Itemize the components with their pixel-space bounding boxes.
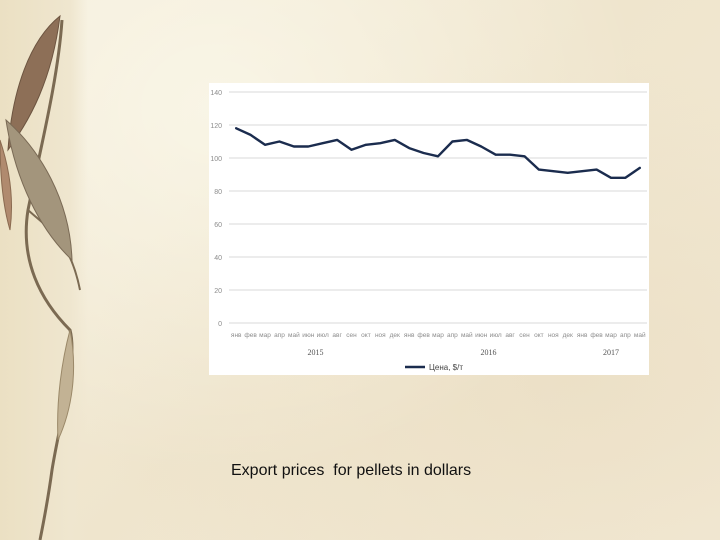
x-tick-label: фев: [590, 332, 603, 339]
slide-caption: Export prices for pellets in dollars: [231, 462, 472, 479]
data-point: [235, 127, 238, 130]
x-tick-label: авг: [505, 332, 515, 339]
x-tick-label: май: [288, 331, 300, 339]
leaf-left: [0, 139, 12, 231]
y-tick-label: 0: [218, 321, 222, 328]
data-point: [292, 145, 295, 148]
x-tick-label: мар: [259, 332, 271, 339]
branch-stem: [24, 19, 74, 540]
x-tick-label: апр: [274, 332, 285, 339]
data-point: [595, 168, 598, 171]
x-tick-label: июн: [475, 332, 488, 339]
data-point: [624, 176, 627, 179]
data-point: [278, 140, 281, 143]
data-point: [336, 138, 339, 141]
y-tick-label: 100: [210, 156, 222, 163]
data-point: [610, 176, 612, 179]
y-tick-label: 140: [210, 90, 222, 97]
x-tick-label: сен: [346, 332, 357, 339]
data-point: [581, 170, 584, 173]
x-tick-label: мар: [432, 332, 444, 339]
dried-leaves-decoration: [0, 14, 81, 540]
data-point: [537, 168, 540, 171]
leaf-middle: [5, 118, 73, 262]
x-tick-label: авг: [332, 332, 342, 339]
data-point: [523, 155, 526, 158]
data-point: [480, 145, 483, 148]
x-tick-label: июн: [302, 332, 315, 339]
year-label: 2015: [307, 348, 323, 357]
x-tick-label: янв: [404, 332, 415, 339]
x-tick-label: окт: [361, 332, 371, 339]
data-point: [451, 140, 454, 143]
data-point: [422, 152, 425, 154]
series-line: [235, 127, 641, 180]
x-tick-label: дек: [390, 332, 400, 339]
y-tick-label: 120: [210, 123, 222, 130]
x-tick-label: янв: [577, 332, 588, 339]
data-point: [365, 143, 367, 146]
year-label: 2016: [480, 348, 496, 357]
data-point: [350, 148, 353, 151]
data-point: [509, 153, 511, 156]
data-point: [465, 138, 468, 141]
y-tick-label: 80: [214, 189, 222, 196]
y-tick-label: 60: [214, 222, 222, 229]
x-tick-label: дек: [563, 332, 573, 339]
data-point: [321, 142, 324, 145]
data-point: [494, 153, 497, 156]
x-tick-label: ноя: [375, 332, 386, 339]
x-tick-label: фев: [417, 332, 430, 339]
x-tick-label: апр: [620, 332, 631, 339]
data-point: [437, 155, 439, 158]
x-tick-label: май: [461, 331, 473, 339]
x-tick-label: май: [634, 331, 646, 339]
x-tick-label: сен: [519, 332, 530, 339]
leaf-top: [7, 14, 61, 152]
x-tick-label: июл: [490, 332, 502, 339]
x-tick-label: окт: [534, 332, 544, 339]
chart-panel: 0 20 40 60 80 100 120 140 янв фев мар апр май июн июл а…: [209, 83, 649, 375]
data-point: [264, 143, 266, 146]
x-tick-label: ноя: [548, 332, 559, 339]
x-tick-label: янв: [231, 332, 242, 339]
y-tick-label: 40: [214, 255, 222, 262]
data-point: [379, 142, 382, 145]
data-point: [408, 147, 411, 149]
data-point: [566, 171, 569, 174]
data-point: [638, 167, 641, 169]
leaf-lower: [57, 329, 75, 441]
x-tick-label: мар: [605, 332, 617, 339]
data-point: [393, 138, 396, 141]
y-tick-label: 20: [214, 288, 222, 295]
x-tick-label: июл: [317, 332, 329, 339]
data-point: [249, 134, 252, 136]
legend-label: Цена, $/т: [429, 363, 463, 372]
x-tick-label: апр: [447, 332, 458, 339]
data-point: [307, 145, 310, 148]
x-tick-label: фев: [244, 332, 257, 339]
left-decor-strip: [0, 0, 88, 540]
year-label: 2017: [603, 348, 619, 357]
data-point: [552, 170, 555, 173]
